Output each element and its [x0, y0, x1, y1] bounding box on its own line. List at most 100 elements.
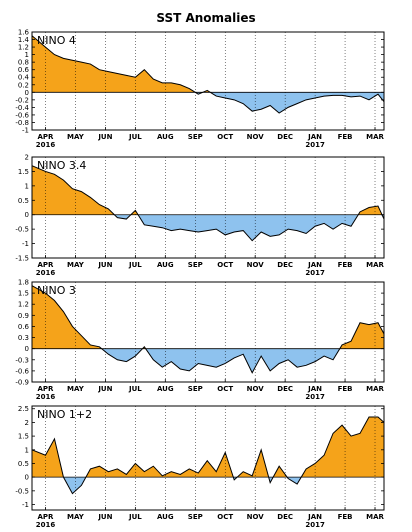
month-label-dec: DEC — [277, 513, 293, 521]
ytick-label: 0.8 — [18, 59, 29, 67]
month-label-nov: NOV — [247, 385, 265, 393]
month-label-jul: JUL — [128, 513, 142, 521]
ytick-label: 1.8 — [18, 279, 29, 287]
positive-area-0 — [32, 35, 196, 93]
month-label-sep: SEP — [188, 133, 203, 141]
anomaly-line — [32, 285, 384, 374]
positive-area-2 — [85, 452, 234, 478]
ytick-label: 0.3 — [18, 334, 29, 342]
month-label-oct: OCT — [217, 261, 233, 269]
ytick-label: -1.5 — [15, 255, 29, 263]
month-label-apr: APR — [38, 385, 55, 393]
month-label-jun: JUN — [97, 261, 112, 269]
month-label-mar: MAR — [366, 133, 384, 141]
anomaly-line — [32, 416, 384, 495]
positive-area-8 — [301, 416, 384, 478]
ytick-label: 1.2 — [18, 301, 29, 309]
panel-label: NINO 4 — [37, 34, 76, 47]
month-label-mar: MAR — [366, 261, 384, 269]
year-label-2017: 2017 — [305, 521, 325, 529]
month-label-jul: JUL — [128, 261, 142, 269]
ytick-label: 0.6 — [18, 323, 30, 331]
month-label-jun: JUN — [97, 385, 112, 393]
month-label-feb: FEB — [338, 385, 353, 393]
ytick-label: 2 — [25, 419, 29, 427]
month-label-jun: JUN — [97, 513, 112, 521]
negative-area-1 — [63, 477, 86, 494]
month-label-jan: JAN — [307, 513, 322, 521]
ytick-label: 0.6 — [18, 66, 30, 74]
month-label-may: MAY — [67, 385, 85, 393]
month-label-sep: SEP — [188, 385, 203, 393]
year-label-2016: 2016 — [36, 141, 56, 149]
month-label-aug: AUG — [157, 385, 174, 393]
ytick-label: 0.9 — [18, 312, 29, 320]
ytick-label: 1 — [25, 182, 29, 190]
panel-label: NINO 3 — [37, 284, 76, 297]
negative-area-1 — [101, 348, 143, 362]
year-label-2017: 2017 — [305, 269, 325, 277]
ytick-label: -1 — [22, 127, 29, 135]
negative-area-3 — [210, 92, 384, 114]
month-label-may: MAY — [67, 261, 85, 269]
ytick-label: -0.5 — [15, 487, 29, 495]
month-label-oct: OCT — [217, 385, 233, 393]
month-label-aug: AUG — [157, 261, 174, 269]
ytick-label: 2.5 — [18, 405, 29, 413]
ytick-label: -1 — [22, 240, 29, 248]
positive-area-4 — [237, 449, 269, 478]
panel-label: NINO 1+2 — [37, 408, 92, 421]
month-label-dec: DEC — [277, 261, 293, 269]
ytick-label: -0.4 — [15, 104, 29, 112]
ytick-label: 1.5 — [18, 168, 29, 176]
ytick-label: 1.6 — [18, 29, 30, 37]
month-label-jan: JAN — [307, 385, 322, 393]
ytick-label: 1.2 — [18, 44, 29, 52]
ytick-label: 1.5 — [18, 433, 29, 441]
area-fills — [32, 35, 384, 114]
month-label-jan: JAN — [307, 261, 322, 269]
year-label-2016: 2016 — [36, 393, 56, 401]
year-label-2017: 2017 — [305, 393, 325, 401]
month-label-feb: FEB — [338, 513, 353, 521]
panel-2: 2 1.5 1 0.5 0 -0.5 -1 -1.5 NINO 3.4 APR MAY JUN JUL A… — [15, 154, 384, 278]
ytick-label: 0 — [25, 474, 29, 482]
year-label-2017: 2017 — [305, 141, 325, 149]
ytick-label: -1 — [22, 501, 29, 509]
year-label-2016: 2016 — [36, 521, 56, 529]
ytick-label: 1 — [25, 51, 29, 59]
plot-frame — [31, 405, 385, 511]
month-label-aug: AUG — [157, 133, 174, 141]
negative-area-3 — [138, 214, 359, 241]
positive-area-0 — [32, 165, 115, 215]
month-label-sep: SEP — [188, 513, 203, 521]
ytick-label: 1 — [25, 446, 29, 454]
ytick-label: -0.3 — [15, 356, 29, 364]
month-label-apr: APR — [38, 261, 55, 269]
month-label-jul: JUL — [128, 133, 142, 141]
month-label-nov: NOV — [247, 261, 265, 269]
panels: 1.61.41.210.80.60.40.20-0.2-0.4-0.6-0.8-… — [15, 29, 384, 530]
month-label-jun: JUN — [97, 133, 112, 141]
ytick-label: -0.9 — [15, 379, 29, 387]
month-label-apr: APR — [38, 513, 55, 521]
month-label-oct: OCT — [217, 513, 233, 521]
month-label-dec: DEC — [277, 385, 293, 393]
area-fills — [32, 165, 384, 242]
anomaly-line — [32, 165, 384, 242]
month-label-may: MAY — [67, 513, 85, 521]
positive-area-4 — [339, 322, 384, 349]
ytick-label: 0 — [25, 211, 29, 219]
month-label-sep: SEP — [188, 261, 203, 269]
ytick-label: 0.2 — [18, 81, 29, 89]
plot-frame — [31, 156, 385, 259]
plot-frame — [31, 281, 385, 383]
panel-label: NINO 3.4 — [37, 159, 86, 172]
month-label-nov: NOV — [247, 513, 265, 521]
plot-frame — [31, 31, 385, 131]
ytick-label: -0.5 — [15, 226, 29, 234]
panel-4: 2.5 2 1.5 1 0.5 0 -0.5 -1 NINO 1+2 APR MAY JUN JUL AU… — [15, 405, 384, 529]
ytick-label: 1.4 — [18, 36, 30, 44]
ytick-label: 2 — [25, 154, 29, 162]
